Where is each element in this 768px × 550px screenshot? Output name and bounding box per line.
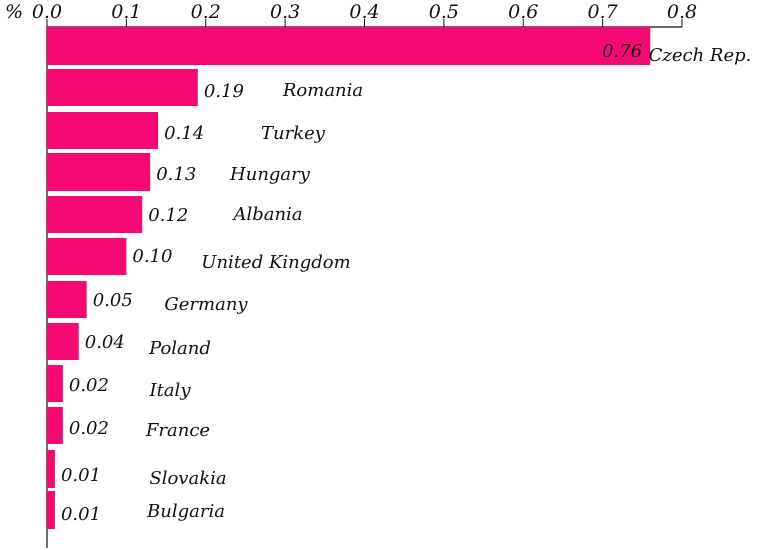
value-label: 0.01 (61, 465, 101, 486)
value-label: 0.76 (602, 41, 642, 62)
bar (47, 69, 198, 106)
bar-series (47, 27, 651, 529)
value-label: 0.02 (69, 375, 109, 396)
value-label: 0.12 (148, 205, 188, 226)
category-label: Hungary (229, 164, 311, 185)
bar (47, 238, 127, 275)
bar (47, 323, 79, 360)
x-axis: 0.0 0.1 0.2 0.3 0.4 0.5 0.6 0.7 0.8 (32, 1, 697, 548)
x-tick-label: 0.4 (349, 1, 379, 23)
x-tick-label: 0.2 (191, 1, 221, 23)
x-tick-label: 0.7 (588, 1, 619, 23)
x-tick-label: 0.6 (508, 1, 538, 23)
category-label: Italy (148, 380, 191, 401)
bar (47, 281, 87, 318)
bar (47, 27, 651, 65)
bar (47, 153, 151, 191)
x-tick-label: 0.5 (429, 1, 459, 23)
value-label: 0.05 (93, 290, 133, 311)
bar (47, 407, 63, 444)
bar (47, 491, 55, 529)
bar-labels: 0.76 Czech Rep. 0.19 Romania 0.14 Turkey 0.13 H… (61, 41, 751, 525)
x-tick-label: 0.1 (111, 1, 141, 23)
x-tick-label: 0.8 (667, 1, 697, 23)
category-label: France (145, 420, 210, 441)
category-label: Albania (231, 204, 302, 225)
x-tick-label: 0.3 (270, 1, 300, 23)
category-label: Romania (282, 80, 363, 101)
category-label: United Kingdom (201, 252, 350, 273)
category-label: Germany (164, 294, 248, 315)
value-label: 0.10 (132, 246, 172, 267)
category-label: Turkey (261, 123, 326, 144)
value-label: 0.14 (164, 123, 204, 144)
category-label: Slovakia (149, 468, 226, 489)
axis-unit-label: % (5, 1, 23, 23)
bar (47, 365, 63, 402)
value-label: 0.04 (85, 332, 125, 353)
category-label: Poland (148, 338, 211, 359)
bar (47, 450, 55, 488)
value-label: 0.19 (204, 81, 244, 102)
x-tick-label: 0.0 (32, 1, 62, 23)
category-label: Czech Rep. (649, 45, 752, 66)
value-label: 0.01 (61, 504, 101, 525)
value-label: 0.02 (69, 418, 109, 439)
bar (47, 196, 143, 233)
value-label: 0.13 (156, 164, 196, 185)
category-label: Bulgaria (146, 501, 225, 522)
bar (47, 112, 159, 149)
